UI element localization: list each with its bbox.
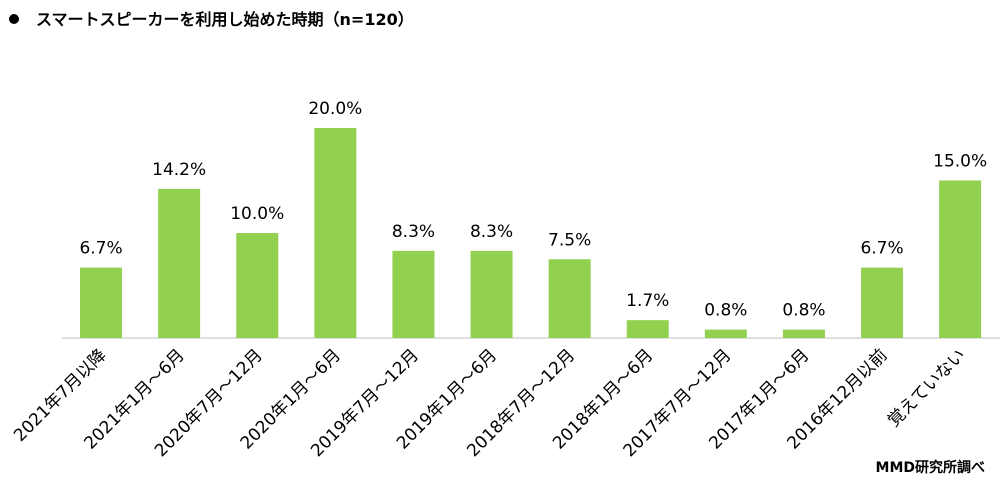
data-label: 14.2%: [152, 160, 206, 180]
data-label: 7.5%: [548, 230, 591, 250]
data-label: 6.7%: [860, 239, 903, 259]
chart-title: スマートスピーカーを利用し始めた時期（n=120）: [36, 10, 414, 29]
bar: [861, 267, 904, 338]
bar: [392, 250, 435, 338]
bar: [314, 128, 357, 338]
data-label: 20.0%: [308, 99, 362, 119]
bar: [626, 320, 669, 338]
x-tick-label: 覚えていない: [884, 345, 970, 431]
title-bullet: [9, 14, 19, 24]
data-label: 8.3%: [470, 222, 513, 242]
bar: [80, 267, 123, 338]
bar: [236, 233, 279, 338]
bar: [470, 250, 513, 338]
data-label: 15.0%: [933, 152, 987, 172]
bar: [704, 329, 747, 338]
data-label: 10.0%: [230, 204, 284, 224]
bar: [782, 329, 825, 338]
data-label: 8.3%: [392, 222, 435, 242]
data-label: 6.7%: [79, 239, 122, 259]
bar: [158, 188, 201, 338]
data-label: 1.7%: [626, 291, 669, 311]
bar: [548, 259, 591, 338]
source-note: MMD研究所調べ: [876, 459, 985, 476]
data-label: 0.8%: [704, 301, 747, 321]
data-label: 0.8%: [782, 301, 825, 321]
bar: [939, 180, 982, 338]
